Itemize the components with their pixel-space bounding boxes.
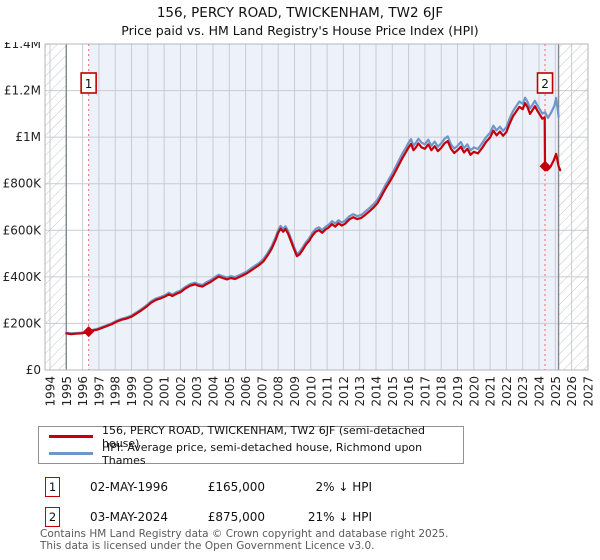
page-title: 156, PERCY ROAD, TWICKENHAM, TW2 6JF <box>156 5 444 21</box>
transaction-hpi-delta: 21% ↓ HPI <box>307 510 372 524</box>
x-tick-label-2011: 2011 <box>321 376 335 407</box>
x-tick-label-1997: 1997 <box>92 376 106 407</box>
footer-attribution: Contains HM Land Registry data © Crown c… <box>40 528 449 540</box>
page-subtitle: Price paid vs. HM Land Registry's House … <box>121 23 479 38</box>
transaction-price: £165,000 <box>207 480 265 494</box>
transaction-price: £875,000 <box>207 510 265 524</box>
x-tick-label-2018: 2018 <box>435 376 449 407</box>
x-tick-label-2014: 2014 <box>370 376 384 407</box>
x-tick-label-1996: 1996 <box>76 376 90 407</box>
hatch-band <box>558 44 588 370</box>
x-tick-label-2004: 2004 <box>207 376 221 407</box>
x-tick-label-1999: 1999 <box>125 376 139 407</box>
y-tick-label: £600K <box>3 223 43 237</box>
x-tick-label-2003: 2003 <box>190 376 204 407</box>
transaction-date: 02-MAY-1996 <box>90 480 169 494</box>
footer: Contains HM Land Registry data © Crown c… <box>40 528 449 552</box>
x-tick-label-2007: 2007 <box>255 376 269 407</box>
x-tick-label-2001: 2001 <box>158 376 172 407</box>
plot-border <box>44 43 589 371</box>
sale-diamond-2 <box>539 160 551 172</box>
footer-licence: This data is licensed under the Open Gov… <box>40 539 375 552</box>
legend-item-hpi: HPI: Average price, semi-detached house,… <box>39 441 463 467</box>
transaction-marker: 2 <box>45 507 60 527</box>
x-tick-label-2024: 2024 <box>533 376 547 407</box>
x-tick-label-2009: 2009 <box>288 376 302 407</box>
legend-hpi-label: HPI: Average price, semi-detached house,… <box>102 440 423 467</box>
x-tick-label-2002: 2002 <box>174 376 188 407</box>
hatch-band <box>45 44 67 370</box>
x-tick-label-2026: 2026 <box>565 376 579 407</box>
sale-diamond-1 <box>83 326 95 338</box>
transaction-row: 1 02-MAY-1996 £165,000 2% ↓ HPI <box>45 477 385 497</box>
x-tick-label-1994: 1994 <box>44 376 58 407</box>
y-tick-label: £400K <box>3 270 43 284</box>
red-line-swatch <box>49 435 93 438</box>
x-tick-label-2005: 2005 <box>223 376 237 407</box>
y-tick-label: £200K <box>3 316 43 330</box>
x-tick-label-2022: 2022 <box>500 376 514 407</box>
x-tick-label-2016: 2016 <box>402 376 416 407</box>
legend-property-label: 156, PERCY ROAD, TWICKENHAM, TW2 6JF (se… <box>102 423 425 450</box>
x-tick-label-2027: 2027 <box>581 376 595 407</box>
x-tick-label-2010: 2010 <box>304 376 318 407</box>
event-box-2 <box>536 72 554 94</box>
x-tick-label-1995: 1995 <box>60 376 74 407</box>
x-tick-label-2023: 2023 <box>516 376 530 407</box>
chart-legend: 156, PERCY ROAD, TWICKENHAM, TW2 6JF (se… <box>38 424 464 467</box>
y-tick-label: £1M <box>15 130 41 144</box>
shade-rect <box>88 44 559 370</box>
x-tick-label-2006: 2006 <box>239 376 253 407</box>
no-data-hatch-bands <box>45 44 588 370</box>
transaction-marker: 1 <box>45 477 60 497</box>
x-tick-label-2000: 2000 <box>141 376 155 407</box>
x-tick-label-2013: 2013 <box>353 376 367 407</box>
y-tick-label: £1.2M <box>4 84 41 98</box>
x-tick-label-2012: 2012 <box>337 376 351 407</box>
price-lines <box>65 96 562 336</box>
event-box-label-1: 1 <box>85 77 93 91</box>
event-box-label-2: 2 <box>541 77 549 91</box>
x-tick-label-2017: 2017 <box>418 376 432 407</box>
x-tick-label-2019: 2019 <box>451 376 465 407</box>
price_paid-line <box>65 101 562 336</box>
hpi-coverage-shade <box>88 44 559 370</box>
x-tick-label-1998: 1998 <box>109 376 123 407</box>
x-tick-label-2020: 2020 <box>467 376 481 407</box>
transaction-hpi-delta: 2% ↓ HPI <box>315 480 372 494</box>
transaction-date: 03-MAY-2024 <box>90 510 169 524</box>
x-tick-label-2015: 2015 <box>386 376 400 407</box>
x-tick-label-2008: 2008 <box>272 376 286 407</box>
sale-event-lines <box>88 44 546 370</box>
legend-item-property: 156, PERCY ROAD, TWICKENHAM, TW2 6JF (se… <box>39 424 463 450</box>
event-box-1 <box>80 72 97 94</box>
blue-line-swatch <box>49 452 93 455</box>
y-tick-label: £800K <box>3 177 43 191</box>
plot-frame <box>44 43 589 371</box>
hpi-line <box>65 96 560 335</box>
x-tick-label-2021: 2021 <box>484 376 498 407</box>
x-tick-label-2025: 2025 <box>549 376 563 407</box>
transaction-row: 2 03-MAY-2024 £875,000 21% ↓ HPI <box>45 507 385 527</box>
y-tick-label: £1.4M <box>4 42 41 51</box>
y-tick-label: £0 <box>26 363 41 377</box>
